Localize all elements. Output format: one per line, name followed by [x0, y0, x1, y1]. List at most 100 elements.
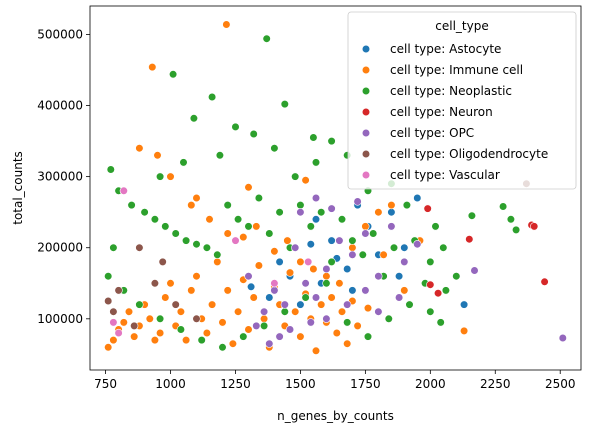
legend-marker: [361, 107, 371, 117]
data-point: [413, 240, 422, 249]
data-point: [104, 272, 113, 281]
data-point: [254, 261, 263, 270]
data-point: [379, 250, 388, 259]
data-point: [171, 300, 180, 309]
data-point: [400, 243, 409, 252]
data-point: [311, 158, 321, 167]
data-point: [327, 204, 336, 213]
data-point: [309, 264, 318, 274]
legend-title: cell_type: [435, 19, 488, 33]
data-point: [374, 307, 383, 316]
data-point: [192, 240, 201, 249]
data-point: [423, 204, 432, 213]
data-point: [228, 339, 237, 348]
data-point: [374, 208, 383, 217]
data-point: [218, 343, 227, 352]
data-point: [171, 229, 180, 238]
data-point: [252, 321, 261, 331]
data-point: [166, 279, 175, 288]
data-point: [270, 247, 279, 256]
data-point: [337, 307, 347, 316]
data-point: [275, 332, 284, 341]
legend-marker: [361, 128, 371, 138]
x-tick-label: 2000: [415, 377, 446, 391]
data-point: [244, 222, 253, 231]
y-tick-label: 200000: [37, 241, 83, 255]
data-point: [384, 314, 393, 323]
data-point: [176, 307, 185, 316]
data-point: [150, 336, 159, 345]
data-point: [158, 257, 167, 267]
x-tick-label: 1750: [350, 377, 381, 391]
data-point: [223, 286, 232, 295]
data-point: [109, 318, 118, 327]
data-point: [306, 222, 315, 231]
legend-entry: cell type: Vascular: [390, 168, 500, 182]
data-point: [192, 314, 201, 323]
data-point: [358, 250, 367, 259]
data-point: [327, 137, 336, 146]
data-point: [467, 211, 477, 220]
data-point: [130, 332, 139, 341]
data-point: [395, 272, 404, 281]
data-point: [402, 201, 412, 210]
data-point: [223, 201, 232, 210]
data-point: [540, 277, 549, 286]
legend-entry: cell type: OPC: [390, 126, 474, 140]
data-point: [260, 321, 269, 331]
data-point: [223, 229, 232, 238]
data-point: [348, 250, 357, 259]
data-point: [311, 346, 321, 355]
plot-frame: [89, 5, 582, 371]
data-point: [353, 197, 362, 206]
data-point: [327, 293, 336, 302]
data-point: [135, 144, 144, 153]
data-point: [169, 70, 178, 79]
data-point: [270, 286, 279, 295]
x-tick-label: 2500: [545, 377, 576, 391]
data-point: [145, 314, 154, 323]
data-point: [161, 293, 170, 302]
y-tick-label: 100000: [37, 312, 83, 326]
data-point: [213, 257, 222, 267]
data-point: [202, 243, 211, 252]
data-point: [270, 279, 279, 288]
data-point: [150, 215, 159, 224]
data-point: [311, 193, 321, 203]
data-point: [283, 236, 292, 245]
data-point: [104, 343, 113, 352]
legend-box: [347, 11, 577, 190]
data-point: [130, 321, 139, 331]
data-point: [322, 272, 331, 281]
data-point: [317, 208, 326, 217]
data-point: [265, 229, 274, 238]
data-point: [296, 201, 305, 210]
data-point: [309, 133, 318, 142]
data-point: [387, 208, 396, 217]
data-point: [322, 264, 331, 274]
data-point: [332, 328, 341, 338]
data-point: [460, 326, 469, 336]
data-point: [280, 307, 289, 316]
data-point: [327, 236, 336, 245]
data-point: [150, 279, 159, 288]
y-tick-label: 400000: [37, 99, 83, 113]
data-point: [405, 300, 414, 309]
y-axis: 100000 200000 300000 400000 500000: [37, 27, 90, 326]
data-point: [499, 202, 508, 211]
data-point: [239, 233, 248, 242]
data-point: [470, 266, 479, 275]
legend-entry: cell type: Astocyte: [390, 42, 501, 56]
data-point: [231, 236, 240, 245]
data-point: [400, 286, 409, 295]
data-point: [119, 318, 128, 327]
data-point: [389, 243, 399, 252]
data-point: [361, 286, 370, 295]
data-point: [104, 296, 113, 306]
data-point: [361, 229, 370, 238]
data-point: [215, 151, 224, 160]
x-axis-label: n_genes_by_counts: [277, 409, 394, 423]
data-point: [244, 325, 253, 334]
data-point: [275, 257, 284, 267]
series-6: [109, 186, 313, 338]
